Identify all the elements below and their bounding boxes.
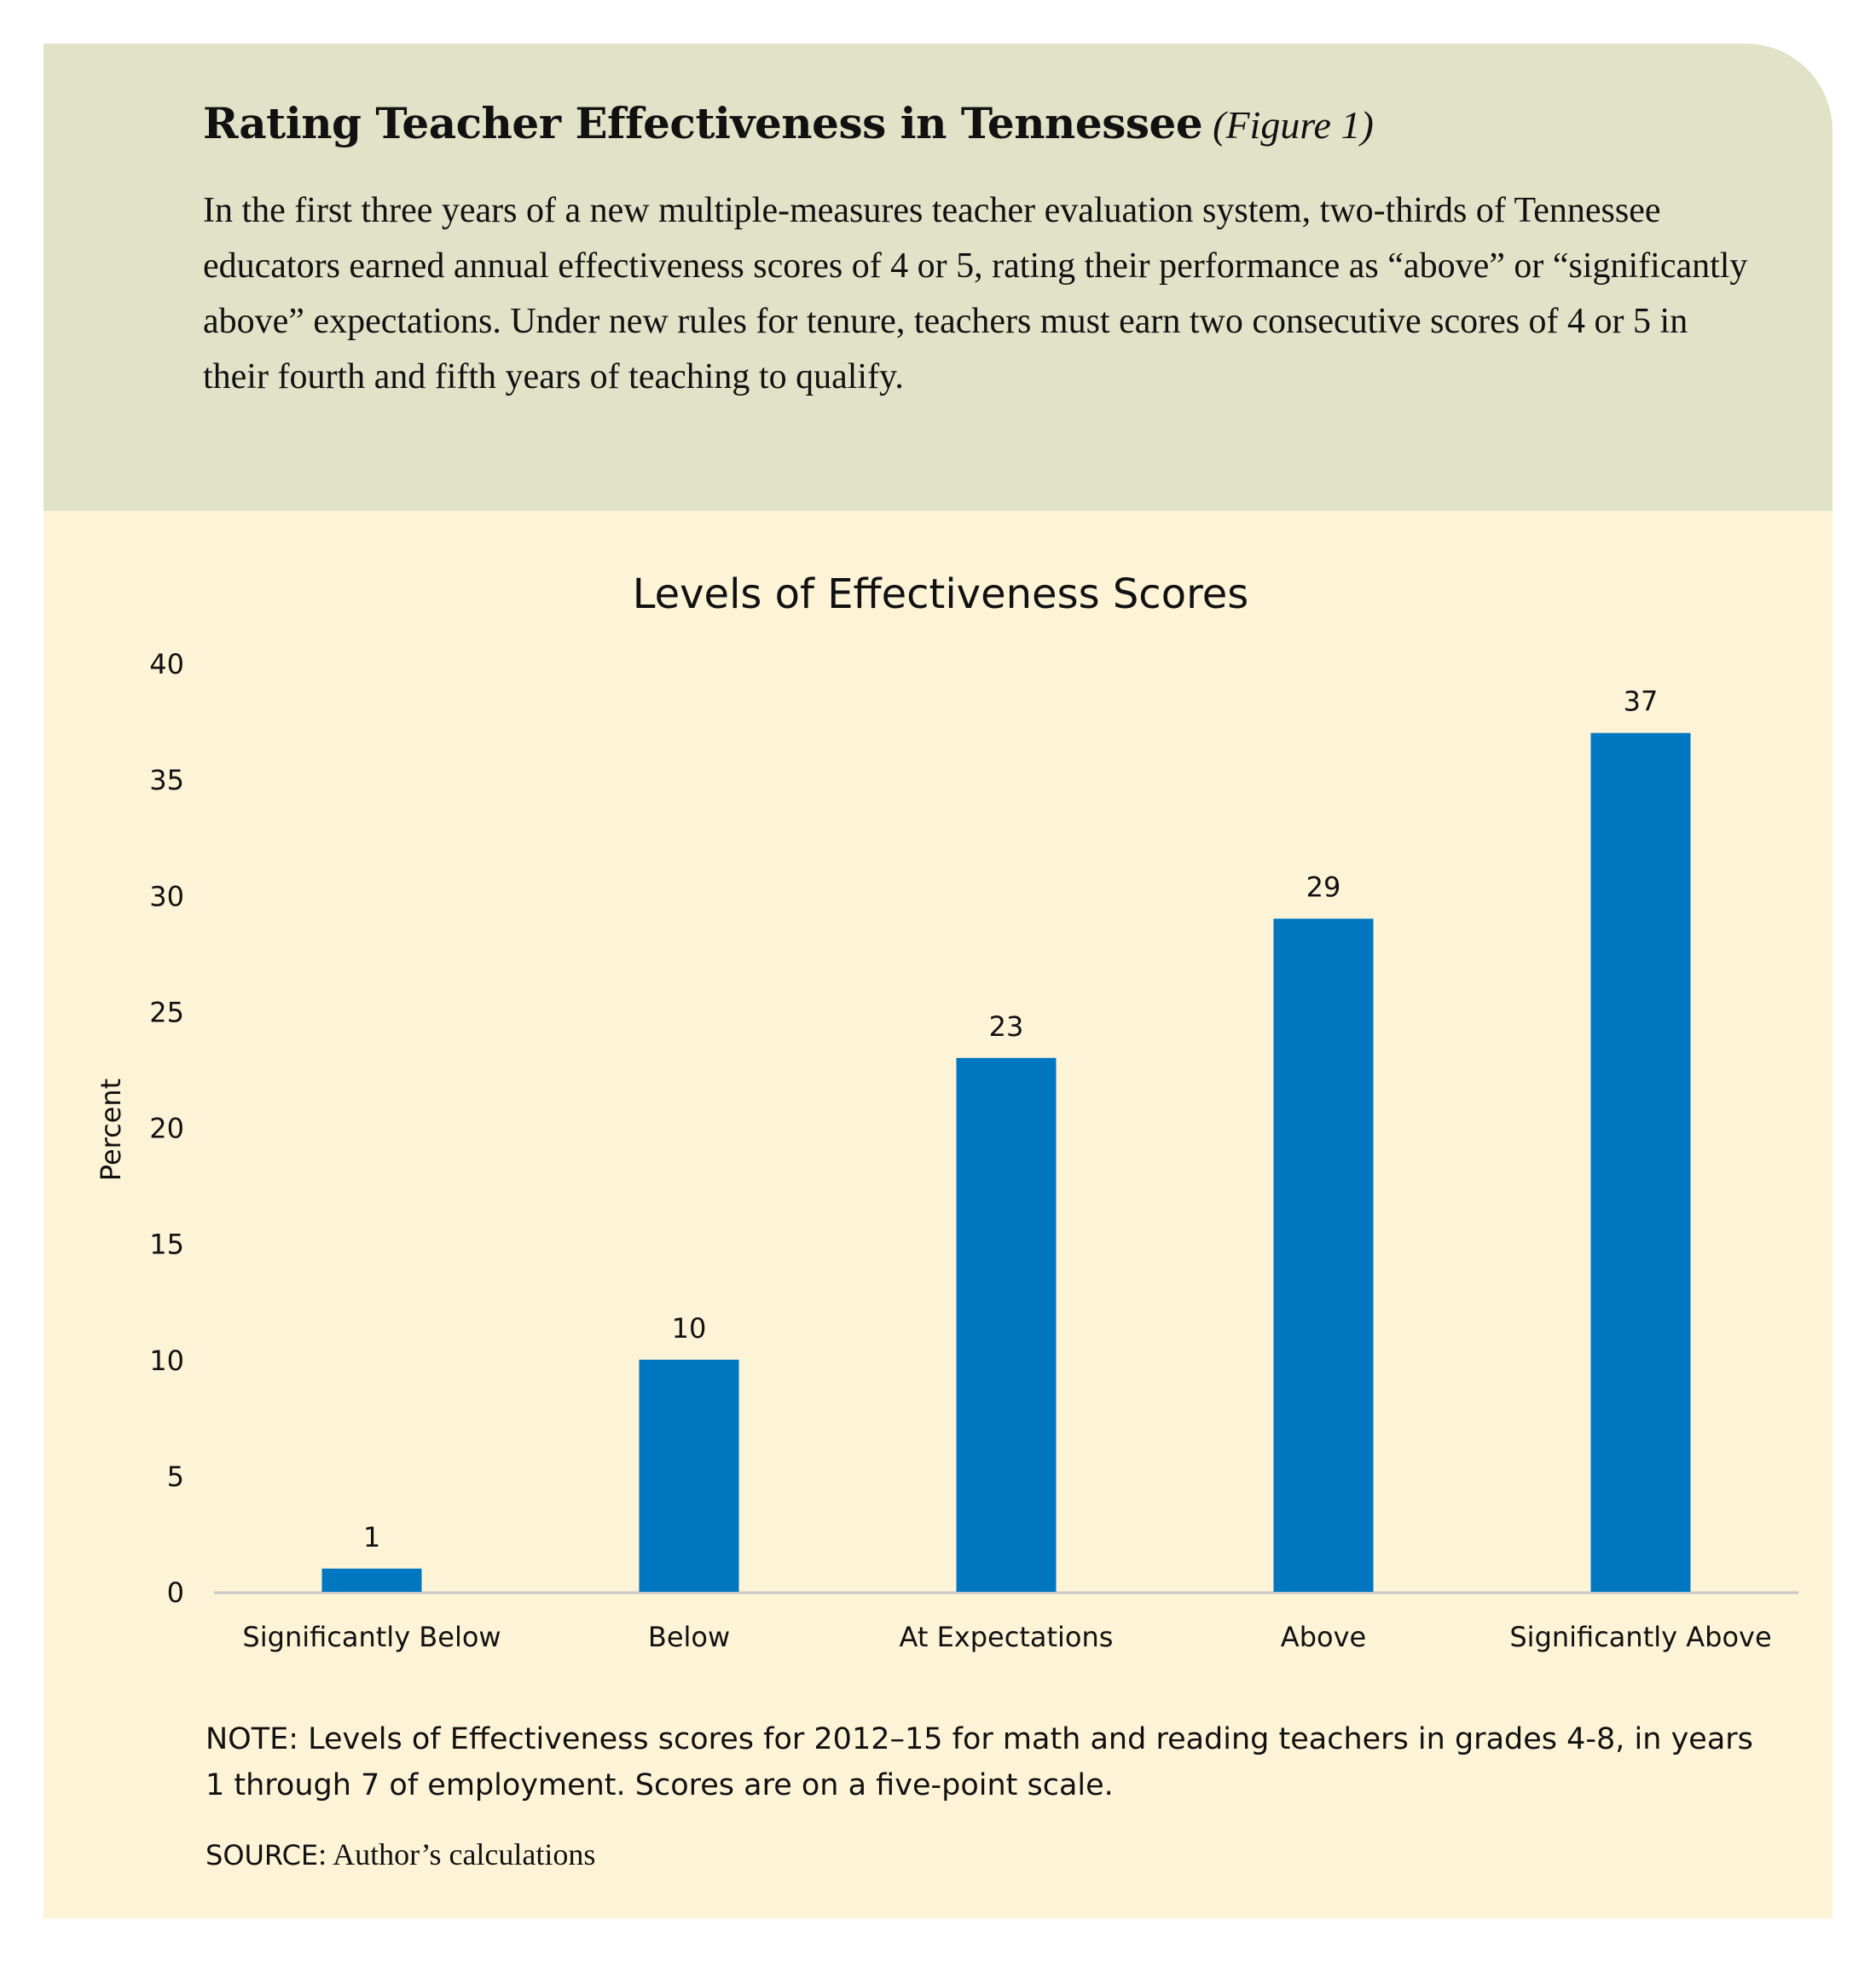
figure-label: (Figure 1): [1213, 103, 1374, 147]
y-tick-label: 10: [149, 1345, 184, 1377]
header-panel: [43, 43, 1833, 511]
y-tick-label: 0: [167, 1576, 184, 1609]
x-tick-label: Below: [648, 1621, 730, 1653]
y-tick-label: 40: [149, 648, 184, 680]
title-row: Rating Teacher Effectiveness in Tennesse…: [203, 98, 1374, 148]
bar: [1273, 918, 1374, 1592]
bar: [956, 1057, 1057, 1592]
y-tick-label: 25: [149, 996, 184, 1028]
data-label: 1: [363, 1521, 380, 1553]
x-tick-label: Significantly Below: [242, 1621, 501, 1653]
figure-title: Rating Teacher Effectiveness in Tennesse…: [203, 98, 1203, 148]
figure-panel: Rating Teacher Effectiveness in Tennesse…: [43, 43, 1833, 1918]
y-axis-label: Percent: [95, 1079, 127, 1181]
y-tick-label: 5: [167, 1461, 184, 1493]
intro-text: In the first three years of a new multip…: [203, 191, 1748, 396]
y-tick-label: 20: [149, 1113, 184, 1145]
bar: [1590, 732, 1691, 1592]
bar: [321, 1568, 422, 1592]
data-label: 10: [672, 1312, 707, 1345]
y-tick-label: 35: [149, 764, 184, 796]
data-label: 29: [1306, 871, 1341, 903]
bar: [639, 1359, 739, 1592]
source-text: : Author’s calculations: [318, 1837, 596, 1871]
chart-panel: [43, 511, 1833, 1918]
source-line: SOURCE: Author’s calculations: [206, 1837, 595, 1872]
x-tick-label: At Expectations: [900, 1621, 1114, 1653]
source-label: SOURCE: [206, 1839, 319, 1871]
x-tick-label: Above: [1281, 1621, 1366, 1653]
y-tick-label: 30: [149, 880, 184, 912]
y-tick-label: 15: [149, 1229, 184, 1261]
x-tick-label: Significantly Above: [1509, 1621, 1771, 1653]
data-label: 23: [989, 1010, 1024, 1043]
data-label: 37: [1624, 685, 1659, 718]
note-text: NOTE: Levels of Effectiveness scores for…: [206, 1722, 1753, 1802]
chart-title: Levels of Effectiveness Scores: [633, 570, 1249, 618]
